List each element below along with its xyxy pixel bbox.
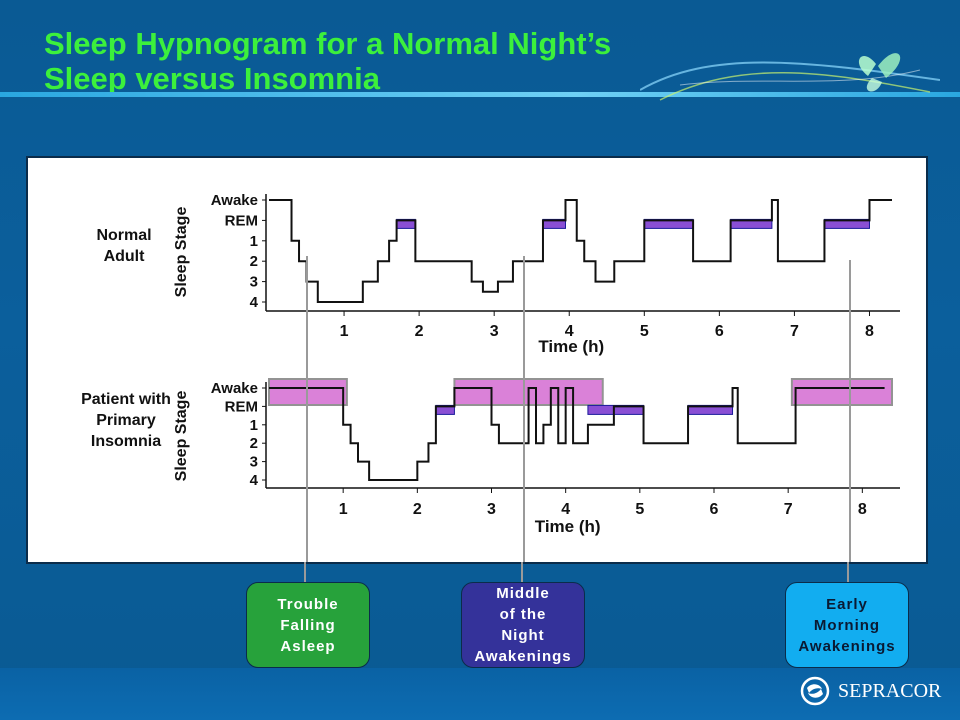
- insomnia-y-tick-label: 2: [250, 435, 258, 452]
- callout-text: Night: [501, 627, 545, 644]
- insomnia-x-tick-label: 3: [487, 501, 496, 518]
- callout-text: Morning: [813, 616, 881, 634]
- callout-text: Awakenings: [798, 637, 896, 655]
- insomnia-y-tick-label: REM: [225, 398, 258, 415]
- callout-early-morning-awakenings: Early Morning Awakenings: [785, 582, 909, 668]
- insomnia-y-axis-label: Sleep Stage: [173, 391, 190, 482]
- callout-text: Trouble: [277, 595, 339, 613]
- callout-middle-night-awakenings: Middle of the Night Awakenings: [461, 582, 585, 668]
- callout-text: Early: [826, 595, 868, 613]
- normal-group-label: Normal: [96, 227, 151, 244]
- normal-x-tick-label: 5: [640, 323, 649, 340]
- butterfly-swoosh-icon: [640, 53, 940, 101]
- callout-trouble-falling-asleep: Trouble Falling Asleep: [246, 582, 370, 668]
- callout-text: Middle: [496, 585, 550, 602]
- header-rule: [0, 92, 960, 97]
- normal-y-tick-label: 4: [250, 294, 259, 311]
- callout-text: Awakenings: [474, 648, 572, 665]
- normal-x-tick-label: 4: [565, 323, 574, 340]
- title-line-2: Sleep versus Insomnia: [44, 61, 380, 96]
- normal-x-tick-label: 7: [790, 323, 799, 340]
- normal-y-tick-label: Awake: [211, 192, 258, 209]
- sepracor-swirl-icon: [800, 676, 830, 706]
- insomnia-y-tick-label: 1: [250, 417, 258, 434]
- insomnia-x-tick-label: 4: [561, 501, 570, 518]
- normal-group-label: Adult: [104, 248, 146, 265]
- insomnia-x-tick-label: 8: [858, 501, 867, 518]
- normal-x-tick-label: 6: [715, 323, 724, 340]
- normal-y-axis-label: Sleep Stage: [173, 207, 190, 298]
- normal-y-tick-label: REM: [225, 212, 258, 229]
- insomnia-x-tick-label: 6: [710, 501, 719, 518]
- callout-text: of the: [499, 606, 547, 623]
- normal-y-tick-label: 1: [250, 233, 258, 250]
- logo-text: SEPRACOR: [838, 679, 942, 702]
- normal-y-tick-label: 2: [250, 253, 258, 270]
- title-line-1: Sleep Hypnogram for a Normal Night’s: [44, 26, 612, 61]
- insomnia-hypnogram-line: [269, 387, 885, 481]
- normal-x-tick-label: 1: [340, 323, 349, 340]
- normal-x-tick-label: 3: [490, 323, 499, 340]
- footer-band: [0, 668, 960, 720]
- hypnogram-panel: Normal Adult Sleep Stage Awake REM 1 2 3 4 1 2 3 4 5 6…: [26, 156, 928, 564]
- insomnia-group-label: Insomnia: [91, 433, 161, 450]
- page-title: Sleep Hypnogram for a Normal Night’s Sle…: [44, 26, 611, 96]
- insomnia-highlight-region: [790, 378, 893, 406]
- normal-hypnogram-line: [269, 199, 892, 303]
- insomnia-x-axis-label: Time (h): [535, 517, 601, 536]
- normal-x-axis-label: Time (h): [538, 337, 604, 356]
- insomnia-x-tick-label: 1: [339, 501, 348, 518]
- insomnia-y-tick-label: Awake: [211, 380, 258, 397]
- normal-y-tick-label: 3: [250, 274, 258, 291]
- sepracor-logo: SEPRACOR: [800, 676, 941, 706]
- insomnia-x-tick-label: 7: [784, 501, 793, 518]
- normal-x-tick-label: 2: [415, 323, 424, 340]
- insomnia-y-tick-label: 4: [250, 472, 259, 489]
- insomnia-group-label: Patient with: [81, 391, 171, 408]
- normal-x-tick-label: 8: [865, 323, 874, 340]
- insomnia-x-tick-label: 5: [635, 501, 644, 518]
- insomnia-group-label: Primary: [96, 412, 156, 429]
- callout-text: Asleep: [280, 637, 336, 655]
- callout-text: Falling: [280, 616, 336, 634]
- insomnia-x-tick-label: 2: [413, 501, 422, 518]
- insomnia-y-tick-label: 3: [250, 454, 258, 471]
